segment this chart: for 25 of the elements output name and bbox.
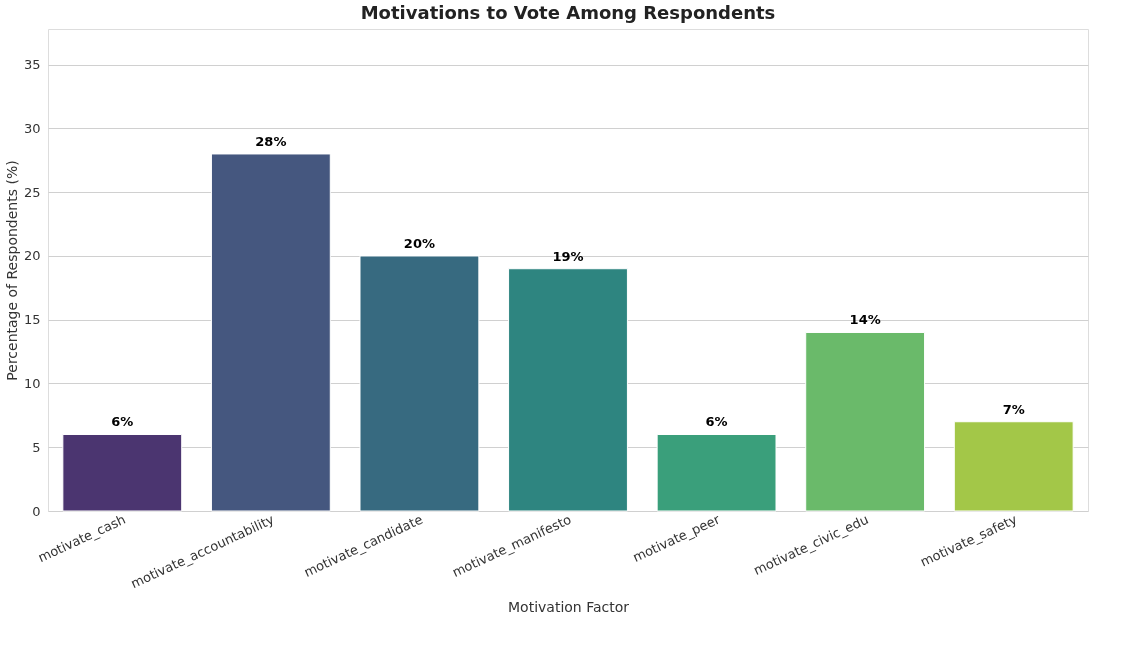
data-label: 6% (111, 414, 134, 430)
bar (210, 153, 331, 512)
y-tick-label: 0 (32, 503, 41, 519)
bar (656, 433, 777, 512)
x-axis-title: Motivation Factor (507, 599, 630, 616)
bar (62, 433, 183, 512)
data-label: 7% (1002, 401, 1025, 417)
data-label: 19% (552, 248, 584, 264)
data-label: 14% (849, 312, 881, 328)
data-label: 6% (705, 414, 728, 430)
data-label: 28% (255, 133, 287, 149)
data-label: 20% (403, 235, 435, 251)
y-tick-label: 10 (23, 375, 41, 391)
y-tick-label: 35 (23, 57, 41, 73)
y-tick-label: 25 (23, 184, 41, 200)
bar (508, 268, 628, 512)
y-axis-title: Percentage of Respondents (%) (3, 160, 20, 381)
y-tick-label: 20 (23, 248, 41, 264)
chart-title: Motivations to Vote Among Respondents (360, 2, 776, 23)
bar (359, 255, 480, 512)
y-tick-label: 5 (32, 439, 41, 455)
bar (953, 421, 1074, 512)
y-tick-label: 30 (23, 120, 41, 136)
bar (805, 331, 926, 512)
y-tick-label: 15 (23, 312, 41, 328)
